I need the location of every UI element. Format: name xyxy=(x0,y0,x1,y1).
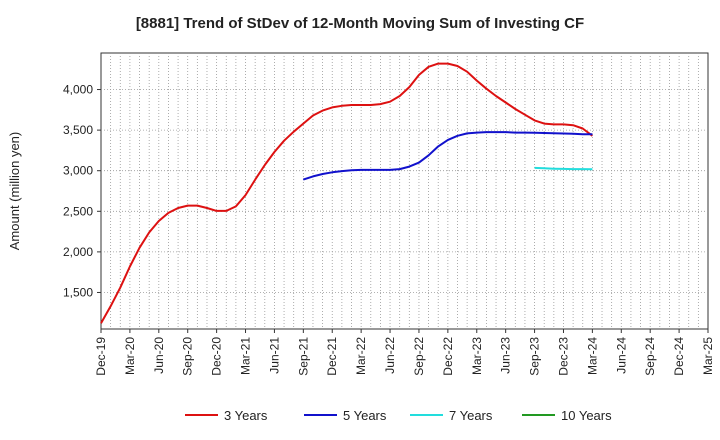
x-tick-label: Dec-24 xyxy=(672,337,686,376)
x-tick-label: Sep-24 xyxy=(643,337,657,376)
legend: 3 Years 5 Years 7 Years 10 Years xyxy=(185,408,612,423)
legend-label-7-years: 7 Years xyxy=(449,408,493,423)
plot-frame xyxy=(100,52,709,330)
y-axis: 1,500 2,000 2,500 3,000 3,500 4,000 xyxy=(63,83,101,299)
x-tick-label: Dec-22 xyxy=(441,337,455,376)
y-tick-label: 1,500 xyxy=(63,285,93,299)
x-axis: Dec-19 Mar-20 Jun-20 Sep-20 Dec-20 Mar-21 Jun-… xyxy=(94,329,715,376)
legend-label-3-years: 3 Years xyxy=(224,408,268,423)
x-tick-label: Jun-23 xyxy=(499,337,513,374)
legend-label-10-years: 10 Years xyxy=(561,408,612,423)
x-gridlines xyxy=(110,53,699,329)
y-gridlines xyxy=(101,89,708,293)
x-tick-label: Dec-23 xyxy=(556,337,570,376)
x-tick-label: Mar-20 xyxy=(123,337,137,375)
x-tick-label: Dec-21 xyxy=(325,337,339,376)
x-tick-label: Jun-24 xyxy=(614,337,628,374)
x-tick-label: Mar-22 xyxy=(354,337,368,375)
x-tick-label: Jun-20 xyxy=(152,337,166,374)
y-tick-label: 4,000 xyxy=(63,83,93,97)
x-tick-label: Sep-22 xyxy=(412,337,426,376)
series-line-5-years xyxy=(302,131,593,181)
x-tick-label: Mar-21 xyxy=(239,337,253,375)
x-tick-label: Dec-19 xyxy=(94,337,108,376)
x-tick-label: Dec-20 xyxy=(210,337,224,376)
series-lines xyxy=(100,62,594,324)
x-tick-label: Jun-21 xyxy=(267,337,281,374)
y-tick-label: 3,500 xyxy=(63,123,93,137)
series-line-7-years xyxy=(534,166,593,171)
y-tick-label: 3,000 xyxy=(63,164,93,178)
x-tick-label: Sep-23 xyxy=(528,337,542,376)
plot-area xyxy=(100,52,709,330)
x-tick-label: Sep-21 xyxy=(296,337,310,376)
chart-title: [8881] Trend of StDev of 12-Month Moving… xyxy=(136,15,584,32)
series-line-3-years xyxy=(100,62,594,324)
x-tick-label: Sep-20 xyxy=(181,337,195,376)
x-tick-label: Mar-24 xyxy=(585,337,599,375)
legend-label-5-years: 5 Years xyxy=(343,408,387,423)
x-tick-label: Jun-22 xyxy=(383,337,397,374)
x-tick-label: Mar-25 xyxy=(701,337,715,375)
y-tick-label: 2,500 xyxy=(63,204,93,218)
x-tick-label: Mar-23 xyxy=(470,337,484,375)
y-tick-label: 2,000 xyxy=(63,245,93,259)
y-axis-label: Amount (million yen) xyxy=(7,132,22,251)
